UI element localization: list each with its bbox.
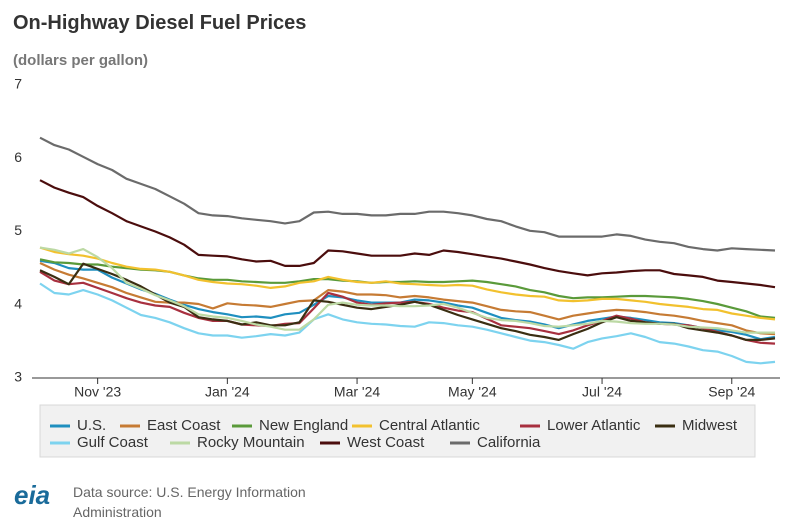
y-tick-label: 5 — [14, 222, 22, 238]
source-note: Data source: U.S. Energy Information Adm… — [73, 484, 306, 520]
x-tick-label: Sep '24 — [708, 384, 755, 400]
legend-label: Rocky Mountain — [197, 434, 305, 451]
legend-label: U.S. — [77, 417, 106, 434]
legend-label: Lower Atlantic — [547, 417, 641, 434]
chart-title: On-Highway Diesel Fuel Prices — [13, 12, 307, 34]
y-tick-label: 4 — [14, 295, 22, 311]
legend-label: Midwest — [682, 417, 738, 434]
series-line — [39, 246, 776, 321]
legend-label: California — [477, 434, 541, 451]
x-tick-label: May '24 — [448, 384, 497, 400]
legend-label: Gulf Coast — [77, 434, 149, 451]
x-tick-label: Jul '24 — [582, 384, 622, 400]
legend-label: West Coast — [347, 434, 425, 451]
series-line — [39, 179, 776, 289]
y-tick-label: 3 — [14, 369, 22, 385]
legend-label: Central Atlantic — [379, 417, 480, 434]
y-tick-label: 6 — [14, 149, 22, 165]
logo: eia — [14, 480, 51, 510]
series-line — [39, 246, 775, 334]
series-line — [39, 258, 776, 319]
legend-box — [39, 404, 756, 458]
x-tick-label: Mar '24 — [334, 384, 380, 400]
chart-subtitle: (dollars per gallon) — [13, 52, 149, 69]
y-tick-label: 7 — [14, 76, 22, 92]
legend-label: East Coast — [147, 417, 221, 434]
series-line — [39, 282, 776, 365]
chart: 3 4 5 6 7 Nov '23 Jan '24 Mar '24 May '24 Jul '24… — [14, 76, 780, 458]
x-tick-label: Jan '24 — [205, 384, 250, 400]
x-tick-label: Nov '23 — [74, 384, 121, 400]
series-line — [39, 262, 776, 336]
series-line — [39, 136, 776, 252]
legend-label: New England — [259, 417, 348, 434]
